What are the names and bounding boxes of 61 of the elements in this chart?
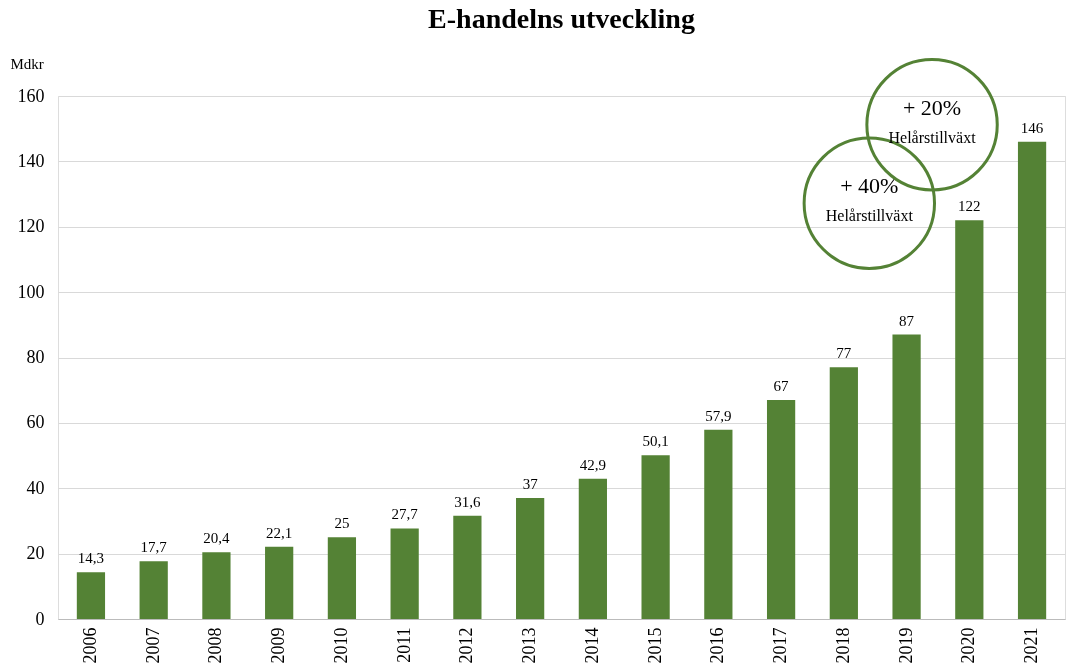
bar xyxy=(892,334,921,619)
y-tick-label: 160 xyxy=(17,85,45,106)
data-label: 17,7 xyxy=(140,539,168,556)
bar xyxy=(704,429,733,619)
x-tick-label: 2006 xyxy=(79,627,100,664)
x-tick-label: 2019 xyxy=(895,627,916,664)
bar xyxy=(76,572,106,619)
y-tick-label: 140 xyxy=(17,150,45,171)
x-tick-label: 2012 xyxy=(456,627,477,664)
bar xyxy=(955,220,984,619)
data-label: 20,4 xyxy=(203,530,231,547)
data-label: 22,1 xyxy=(266,524,293,541)
bar xyxy=(829,367,858,619)
y-tick-label: 20 xyxy=(26,543,45,564)
data-label: 67 xyxy=(773,377,790,394)
x-tick-label: 2018 xyxy=(832,627,853,664)
bar xyxy=(766,399,796,619)
y-tick-label: 40 xyxy=(26,477,45,498)
data-label: 31,6 xyxy=(454,493,482,510)
bar xyxy=(327,537,357,619)
x-tick-label: 2021 xyxy=(1021,627,1042,664)
bar xyxy=(139,561,168,619)
data-label: 122 xyxy=(958,198,981,215)
x-tick-label: 2015 xyxy=(644,627,665,664)
annotation: + 20% Helårstillväxt xyxy=(888,94,977,146)
x-tick-label: 2008 xyxy=(205,627,226,664)
y-tick-label: 0 xyxy=(35,608,45,629)
data-label: 77 xyxy=(836,345,852,362)
x-tick-label: 2017 xyxy=(770,627,791,664)
y-axis-title: Mdkr xyxy=(10,55,44,72)
y-tick-label: 60 xyxy=(26,412,45,433)
bar xyxy=(516,498,545,619)
data-label: 25 xyxy=(334,515,350,532)
x-tick-label: 2011 xyxy=(393,627,414,663)
x-tick-label: 2016 xyxy=(707,627,728,664)
data-label: 37 xyxy=(522,476,539,493)
annotation: + 40% Helårstillväxt xyxy=(825,173,914,225)
x-tick-label: 2010 xyxy=(330,627,351,664)
bar xyxy=(265,546,294,619)
bar xyxy=(390,528,419,619)
y-tick-label: 100 xyxy=(17,281,45,302)
x-tick-label: 2014 xyxy=(581,627,602,664)
bar xyxy=(578,478,607,619)
data-label: 14,3 xyxy=(77,550,105,567)
data-label: 27,7 xyxy=(391,506,419,523)
x-tick-label: 2013 xyxy=(519,627,540,664)
bar xyxy=(202,552,231,619)
data-label: 146 xyxy=(1020,119,1044,136)
data-label: 57,9 xyxy=(705,407,732,424)
chart-title: E-handelns utveckling xyxy=(428,2,695,34)
bar xyxy=(641,455,670,619)
bar xyxy=(453,515,482,619)
y-tick-label: 120 xyxy=(17,216,45,237)
y-tick-label: 80 xyxy=(26,347,45,367)
x-tick-label: 2020 xyxy=(958,627,979,664)
x-tick-label: 2009 xyxy=(268,627,289,664)
x-tick-label: 2007 xyxy=(142,627,163,664)
data-label: 42,9 xyxy=(579,456,606,473)
data-label: 50,1 xyxy=(642,433,669,450)
data-label: 87 xyxy=(899,312,915,329)
bar xyxy=(1017,141,1047,619)
